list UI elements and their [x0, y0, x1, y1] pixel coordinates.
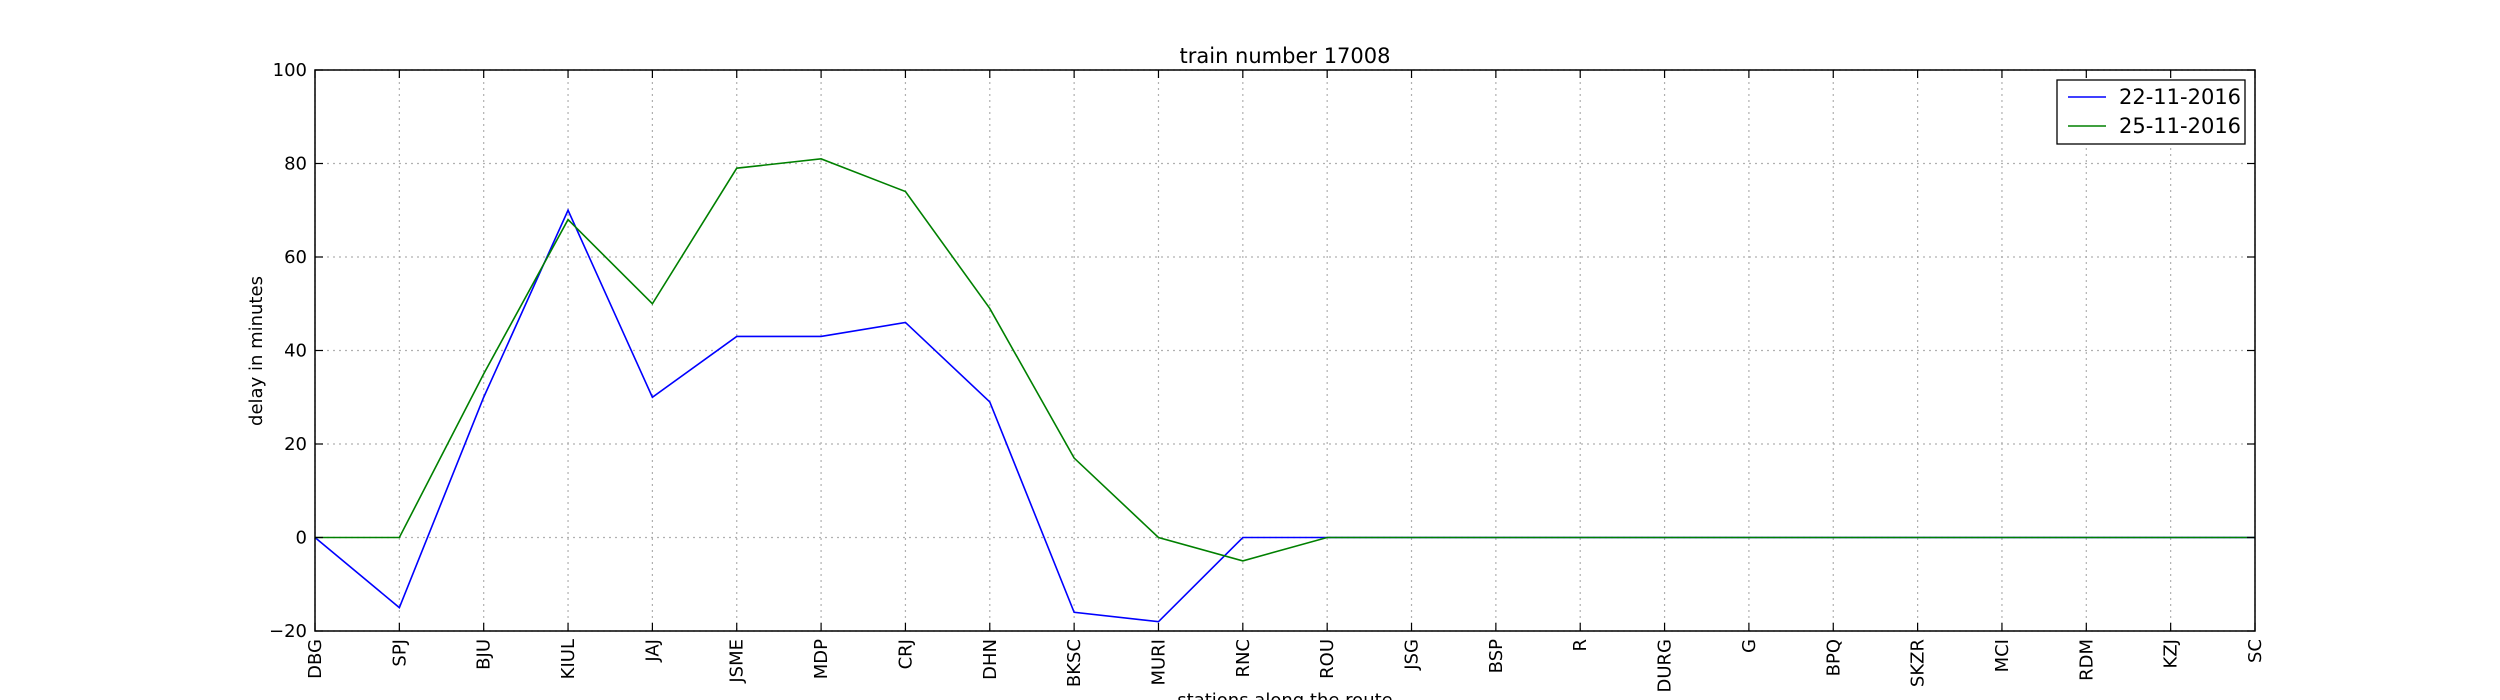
x-tick-label: JSG — [1402, 639, 1423, 671]
x-tick-label: CRJ — [895, 639, 916, 669]
x-tick-label: BPQ — [1823, 639, 1844, 676]
y-tick-label: 100 — [273, 60, 307, 81]
x-tick-label: DBG — [305, 639, 326, 679]
x-tick-label: JSME — [727, 639, 748, 684]
chart-title: train number 17008 — [1180, 44, 1391, 68]
y-tick-label: 0 — [296, 528, 307, 549]
x-tick-label: SPJ — [389, 639, 410, 667]
legend-frame — [2056, 79, 2246, 145]
x-tick-label: SC — [2245, 639, 2266, 663]
legend-label-series-1: 22-11-2016 — [2119, 85, 2241, 109]
x-tick-label: RNC — [1233, 639, 1254, 678]
y-tick-label: 40 — [284, 341, 307, 362]
y-tick-label: 80 — [284, 154, 307, 175]
x-tick-label: ROU — [1317, 639, 1338, 679]
x-tick-label: SKZR — [1908, 639, 1929, 687]
x-tick-label: G — [1739, 639, 1760, 653]
x-tick-label: DHN — [980, 639, 1001, 680]
x-tick-label: DURG — [1655, 639, 1676, 693]
x-tick-label: RDM — [2076, 639, 2097, 681]
x-tick-label: MCI — [1992, 639, 2013, 672]
x-tick-label: BJU — [474, 639, 495, 670]
x-tick-label: JAJ — [642, 639, 663, 663]
y-tick-label: 20 — [284, 434, 307, 455]
y-tick-label: 60 — [284, 247, 307, 268]
x-tick-label: R — [1570, 639, 1591, 652]
legend-label-series-2: 25-11-2016 — [2119, 114, 2241, 138]
y-tick-label: −20 — [269, 621, 307, 642]
x-tick-label: MDP — [811, 639, 832, 679]
y-axis-title: delay in minutes — [246, 276, 267, 426]
x-tick-label: BSP — [1486, 639, 1507, 673]
axis-ticks — [314, 69, 2256, 632]
series-lines — [314, 158, 2255, 623]
series-line-2 — [315, 158, 2255, 562]
legend: 22-11-2016 25-11-2016 — [2056, 79, 2246, 145]
x-tick-label: KIUL — [558, 639, 579, 679]
x-axis-title: stations along the route — [1177, 690, 1392, 700]
x-tick-label: BKSC — [1064, 639, 1085, 687]
x-tick-label: MURI — [1148, 639, 1169, 686]
x-tick-labels: DBG SPJ BJU KIUL JAJ JSME MDP CRJ DHN BKSC MURI RNC… — [305, 639, 2266, 693]
y-tick-labels: −20 0 20 40 60 80 100 — [269, 60, 307, 642]
x-tick-label: KZJ — [2161, 639, 2182, 668]
